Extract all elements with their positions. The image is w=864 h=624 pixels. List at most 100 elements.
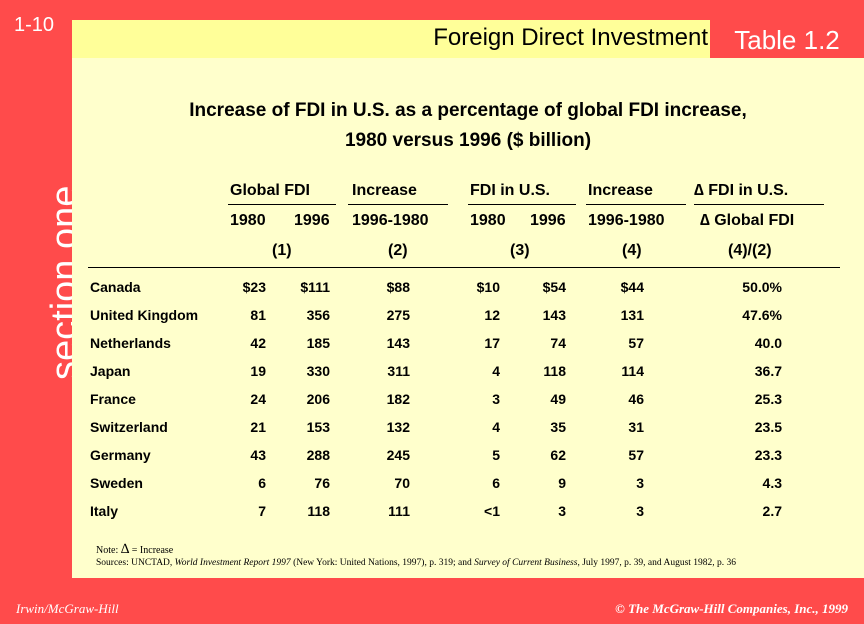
cell-us-increase: 3 bbox=[636, 475, 644, 491]
cell-us-1996: 35 bbox=[550, 419, 566, 435]
cell-global-1996: $111 bbox=[300, 279, 330, 295]
cell-global-1996: 330 bbox=[306, 363, 330, 379]
header-col-num-5: (4)/(2) bbox=[728, 242, 772, 259]
cell-us-increase: $44 bbox=[620, 279, 644, 295]
cell-global-1996: 356 bbox=[306, 307, 330, 323]
header-1996-us: 1996 bbox=[530, 212, 566, 229]
cell-us-increase: 131 bbox=[620, 307, 644, 323]
table-row: Japan 19 330 311 4 118 114 36.7 bbox=[0, 363, 864, 385]
header-underline-4 bbox=[586, 204, 686, 205]
header-1980-us: 1980 bbox=[470, 212, 506, 229]
content-panel bbox=[72, 58, 864, 578]
footer-copyright: © The McGraw-Hill Companies, Inc., 1999 bbox=[615, 601, 848, 616]
cell-us-1996: 62 bbox=[550, 447, 566, 463]
cell-global-increase: 311 bbox=[387, 363, 410, 379]
cell-global-1996: 206 bbox=[306, 391, 330, 407]
cell-us-1980: 17 bbox=[484, 335, 500, 351]
header-increase-1: Increase bbox=[352, 182, 417, 199]
cell-country: Sweden bbox=[90, 475, 143, 491]
header-1980-global: 1980 bbox=[230, 212, 266, 229]
header-range-1: 1996-1980 bbox=[352, 212, 429, 229]
table-title: Increase of FDI in U.S. as a percentage … bbox=[72, 96, 864, 156]
cell-us-1980: 6 bbox=[492, 475, 500, 491]
table-row: Italy 7 118 111 <1 3 3 2.7 bbox=[0, 503, 864, 525]
sources-part-2: World Investment Report 1997 bbox=[174, 558, 291, 568]
cell-us-1996: 49 bbox=[550, 391, 566, 407]
cell-percentage: 25.3 bbox=[754, 391, 782, 407]
header-delta-fdi-us: ∆ FDI in U.S. bbox=[694, 182, 789, 199]
cell-global-increase: 245 bbox=[386, 447, 410, 463]
cell-global-1980: 6 bbox=[258, 475, 266, 491]
cell-percentage: 47.6% bbox=[742, 307, 782, 323]
sources-part-5: , July 1997, p. 39, and August 1982, p. … bbox=[577, 558, 737, 568]
header-delta-global-fdi: ∆ Global FDI bbox=[700, 212, 795, 229]
cell-percentage: 40.0 bbox=[754, 335, 782, 351]
cell-us-1996: 9 bbox=[558, 475, 566, 491]
cell-us-1996: 143 bbox=[542, 307, 566, 323]
table-row: Sweden 6 76 70 6 9 3 4.3 bbox=[0, 475, 864, 497]
cell-country: Switzerland bbox=[90, 419, 168, 435]
header-fdi-us: FDI in U.S. bbox=[470, 182, 550, 199]
sources-part-1: Sources: UNCTAD, bbox=[96, 558, 175, 568]
header-underline-2 bbox=[348, 204, 448, 205]
cell-us-1996: $54 bbox=[542, 279, 566, 295]
cell-global-1996: 185 bbox=[306, 335, 330, 351]
cell-us-increase: 57 bbox=[628, 447, 644, 463]
header-col-num-2: (2) bbox=[388, 242, 408, 259]
header-col-num-1: (1) bbox=[272, 242, 292, 259]
header-increase-2: Increase bbox=[588, 182, 653, 199]
cell-global-increase: 275 bbox=[386, 307, 410, 323]
cell-percentage: 36.7 bbox=[754, 363, 782, 379]
cell-us-increase: 31 bbox=[628, 419, 644, 435]
cell-percentage: 2.7 bbox=[762, 503, 782, 519]
cell-us-1996: 74 bbox=[550, 335, 566, 351]
header-col-num-3: (3) bbox=[510, 242, 530, 259]
header-range-2: 1996-1980 bbox=[588, 212, 665, 229]
header-col-num-4: (4) bbox=[622, 242, 642, 259]
header-global-fdi: Global FDI bbox=[230, 182, 310, 199]
cell-us-increase: 46 bbox=[628, 391, 644, 407]
header-1996-global: 1996 bbox=[294, 212, 330, 229]
cell-country: Netherlands bbox=[90, 335, 171, 351]
slide-number: 1-10 bbox=[14, 14, 55, 36]
cell-country: Japan bbox=[90, 363, 131, 379]
cell-global-increase: 143 bbox=[386, 335, 410, 351]
cell-country: Italy bbox=[90, 503, 119, 519]
delta-symbol: ∆ bbox=[120, 542, 130, 557]
cell-us-1980: 5 bbox=[492, 447, 500, 463]
cell-us-1980: 4 bbox=[492, 363, 500, 379]
cell-global-1996: 153 bbox=[306, 419, 330, 435]
cell-us-increase: 114 bbox=[621, 363, 644, 379]
header-underline-5 bbox=[694, 204, 824, 205]
cell-country: Germany bbox=[90, 447, 151, 463]
table-label-badge: Table 1.2 bbox=[710, 20, 864, 60]
header-title: Foreign Direct Investment bbox=[433, 24, 708, 51]
cell-country: United Kingdom bbox=[90, 307, 199, 323]
header-underline-3 bbox=[468, 204, 576, 205]
cell-global-1980: 7 bbox=[258, 503, 266, 519]
cell-us-1980: 4 bbox=[492, 419, 500, 435]
note-prefix: Note: bbox=[96, 545, 119, 556]
cell-global-1980: 43 bbox=[250, 447, 266, 463]
side-bar bbox=[0, 0, 72, 590]
sources-part-4: Survey of Current Business bbox=[474, 558, 578, 568]
cell-global-increase: 111 bbox=[388, 503, 410, 519]
cell-us-1996: 118 bbox=[543, 363, 566, 379]
table-row: United Kingdom 81 356 275 12 143 131 47.6% bbox=[0, 307, 864, 329]
cell-country: Canada bbox=[90, 279, 141, 295]
cell-us-1996: 3 bbox=[558, 503, 566, 519]
cell-us-1980: $10 bbox=[476, 279, 500, 295]
note-text: = Increase bbox=[131, 545, 174, 556]
cell-global-1980: 24 bbox=[250, 391, 266, 407]
cell-global-increase: $88 bbox=[386, 279, 410, 295]
sources: Sources: UNCTAD, World Investment Report… bbox=[96, 558, 736, 568]
cell-global-increase: 132 bbox=[386, 419, 410, 435]
table-header-rule bbox=[88, 267, 840, 268]
cell-global-1996: 76 bbox=[314, 475, 330, 491]
table-row: Canada $23 $111 $88 $10 $54 $44 50.0% bbox=[0, 279, 864, 301]
table-row: Germany 43 288 245 5 62 57 23.3 bbox=[0, 447, 864, 469]
cell-percentage: 23.3 bbox=[754, 447, 782, 463]
cell-percentage: 23.5 bbox=[754, 419, 782, 435]
cell-us-1980: 12 bbox=[484, 307, 500, 323]
cell-us-increase: 3 bbox=[636, 503, 644, 519]
